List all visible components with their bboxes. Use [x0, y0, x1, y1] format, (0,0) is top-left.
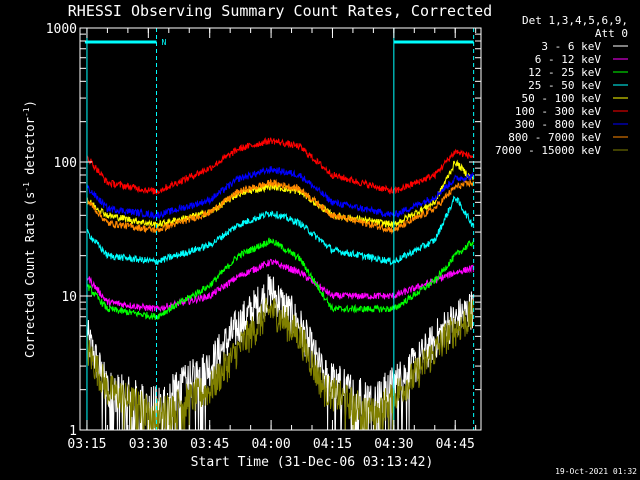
y-tick-label: 100 [54, 156, 77, 171]
x-tick-label: 03:30 [129, 437, 168, 452]
legend-entry: 100 - 300 keV [515, 105, 601, 118]
x-tick-label: 04:00 [252, 437, 291, 452]
x-tick-label: 03:45 [190, 437, 229, 452]
legend-header-line: Det 1,3,4,5,6,9, [522, 14, 628, 27]
y-tick-label: 1 [69, 424, 77, 439]
flag-label: N [162, 38, 167, 47]
legend-entry: 7000 - 15000 keV [495, 144, 601, 157]
y-axis-label-part: ) [23, 100, 37, 107]
series-line [86, 195, 474, 266]
series-line [86, 178, 474, 235]
series-line [86, 258, 474, 313]
legend-entry: 12 - 25 keV [528, 66, 601, 79]
series-line [86, 274, 474, 431]
y-tick-label: 10 [61, 290, 77, 305]
legend-entry: 25 - 50 keV [528, 79, 601, 92]
legend-header-line: Att 0 [595, 27, 628, 40]
legend-entry: 50 - 100 keV [522, 92, 602, 105]
x-tick-label: 04:45 [436, 437, 475, 452]
series-line [86, 159, 474, 228]
series-line [86, 237, 474, 321]
legend-entry: 800 - 7000 keV [508, 131, 601, 144]
legend-entry: 6 - 12 keV [535, 53, 602, 66]
vertical-markers [86, 28, 475, 430]
y-tick-label: 1000 [46, 22, 77, 37]
legend-entry: 3 - 6 keV [541, 40, 601, 53]
plot-marks [86, 137, 474, 431]
chart-title: RHESSI Observing Summary Count Rates, Co… [68, 2, 492, 20]
x-tick-label: 04:30 [374, 437, 413, 452]
plot-frame [79, 27, 482, 431]
y-axis-label-superscript: -1 [22, 182, 31, 192]
y-axis-label-part: detector [23, 117, 37, 182]
timestamp: 19-Oct-2021 01:32 [555, 467, 637, 476]
x-axis-label: Start Time (31-Dec-06 03:13:42) [191, 455, 434, 470]
y-axis-label-part: Corrected Count Rate (s [23, 192, 37, 358]
y-axis-label-superscript: -1 [22, 107, 31, 117]
flag-bars: N [84, 38, 474, 47]
x-tick-label: 03:15 [67, 437, 106, 452]
x-tick-label: 04:15 [313, 437, 352, 452]
y-axis: 1 10 100 1000 [46, 22, 481, 439]
x-axis: 03:15 03:30 03:45 04:00 04:15 04:30 04:45 [67, 28, 477, 452]
series-line [86, 166, 474, 220]
series-line [86, 137, 474, 196]
legend-entry: 300 - 800 keV [515, 118, 601, 131]
y-axis-label: Corrected Count Rate (s-1 detector-1) [22, 100, 37, 358]
